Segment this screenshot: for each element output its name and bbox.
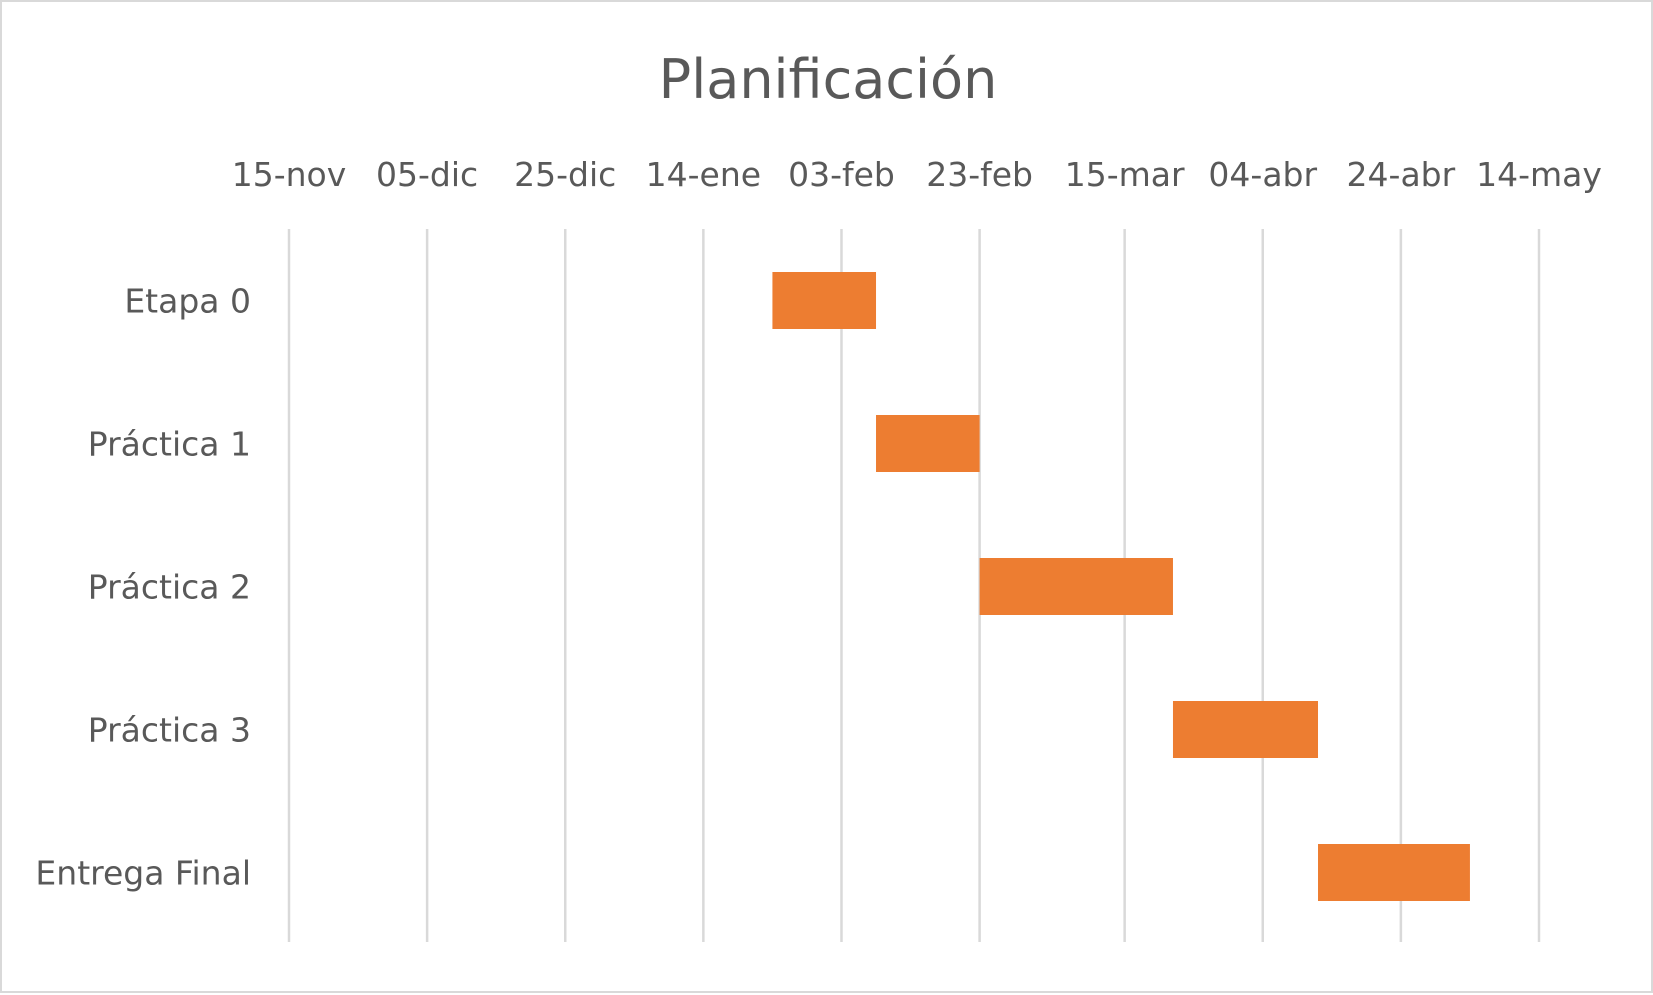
x-tick-label: 14-may bbox=[1476, 155, 1602, 194]
x-tick-label: 25-dic bbox=[514, 155, 616, 194]
x-tick-label: 15-mar bbox=[1065, 155, 1185, 194]
category-label: Práctica 3 bbox=[88, 711, 251, 750]
category-label: Práctica 2 bbox=[88, 568, 251, 607]
task-bar bbox=[876, 415, 980, 472]
chart-title: Planificación bbox=[659, 48, 998, 111]
task-bar bbox=[979, 558, 1173, 615]
category-label: Práctica 1 bbox=[88, 425, 251, 464]
x-tick-label: 03-feb bbox=[788, 155, 895, 194]
category-label: Entrega Final bbox=[35, 854, 251, 893]
x-axis-tick-labels: 15-nov 05-dic 25-dic 14-ene 03-feb 23-feb 15-m… bbox=[232, 155, 1602, 194]
x-tick-label: 24-abr bbox=[1347, 155, 1456, 194]
y-axis-category-labels: Etapa 0 Práctica 1 Práctica 2 Práctica 3 Ent… bbox=[35, 282, 251, 893]
x-tick-label: 23-feb bbox=[926, 155, 1033, 194]
task-bar bbox=[772, 272, 877, 329]
task-bar bbox=[1318, 844, 1470, 901]
task-bars bbox=[772, 272, 1470, 901]
x-tick-label: 15-nov bbox=[232, 155, 347, 194]
task-bar bbox=[1172, 701, 1319, 758]
gridlines bbox=[287, 229, 1541, 942]
x-tick-label: 04-abr bbox=[1208, 155, 1317, 194]
x-tick-label: 14-ene bbox=[646, 155, 761, 194]
category-label: Etapa 0 bbox=[124, 282, 251, 321]
x-tick-label: 05-dic bbox=[376, 155, 478, 194]
